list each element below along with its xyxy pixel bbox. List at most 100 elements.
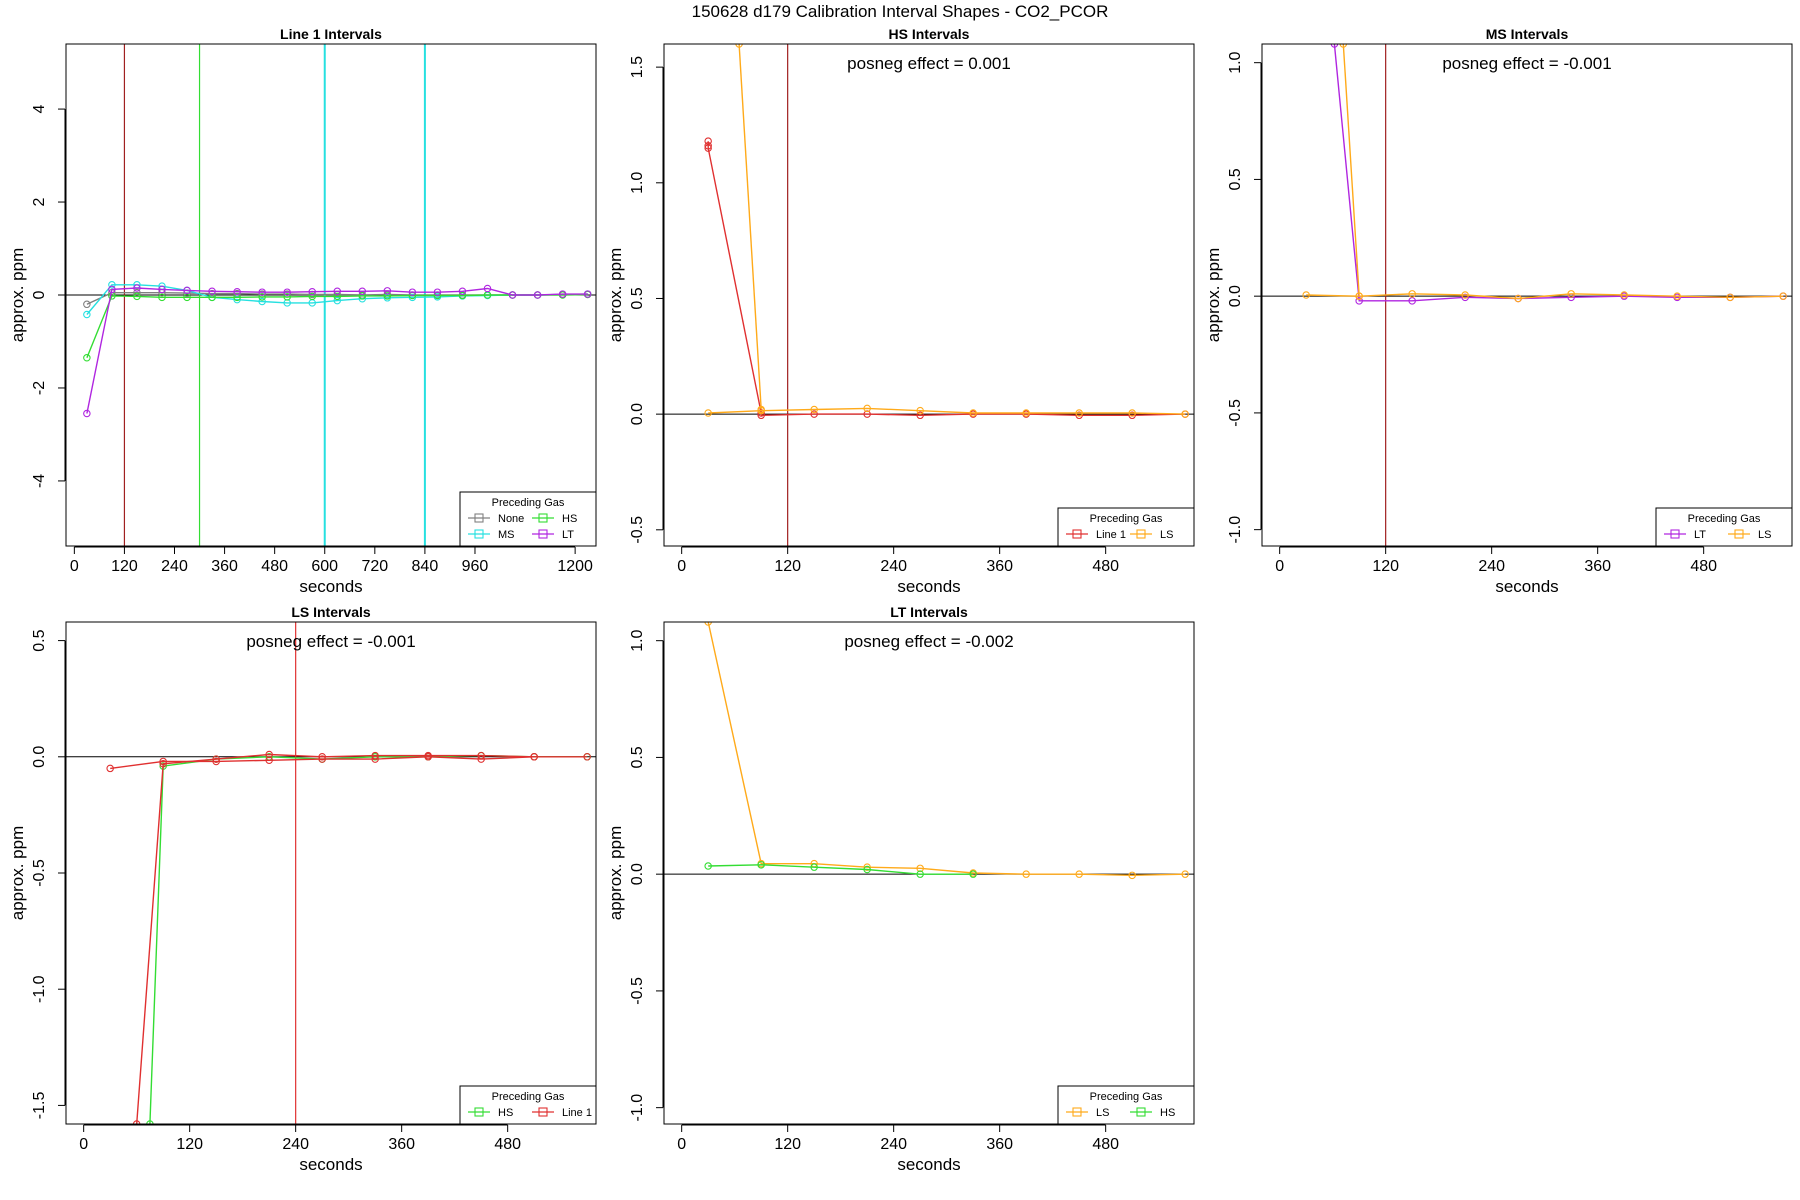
legend-swatch-marker [474, 1107, 484, 1117]
figure-title: 150628 d179 Calibration Interval Shapes … [691, 2, 1109, 21]
data-point [1408, 297, 1416, 305]
data-point [916, 870, 924, 878]
x-tick-label: 840 [412, 558, 439, 575]
x-tick-label: 240 [1478, 558, 1505, 575]
posneg-annotation: posneg effect = -0.001 [246, 632, 415, 651]
data-point [358, 292, 367, 300]
data-point [458, 287, 467, 296]
x-axis-label: seconds [1495, 577, 1558, 596]
data-point [863, 863, 871, 871]
x-tick-label: 120 [1372, 558, 1399, 575]
x-tick-label: 240 [880, 558, 907, 575]
y-tick-label: 0.0 [629, 863, 646, 885]
data-point [810, 410, 818, 418]
x-tick-label: 480 [494, 1136, 521, 1153]
legend-box [1655, 507, 1793, 547]
x-tick-label: 120 [111, 558, 138, 575]
legend: Preceding Gas LS HS [1057, 1085, 1195, 1125]
data-point [757, 405, 765, 414]
data-point [108, 281, 116, 289]
data-point [1461, 293, 1469, 302]
x-tick-label: 480 [1092, 1136, 1119, 1153]
y-axis-label: approx. ppm [606, 826, 625, 921]
data-point [433, 288, 442, 296]
data-point [810, 405, 818, 414]
y-tick-label: 1.0 [629, 629, 646, 651]
x-axis-label: seconds [897, 577, 960, 596]
data-point [704, 622, 712, 626]
legend: Preceding Gas Line 1 LS [1057, 507, 1195, 547]
data-point [283, 293, 291, 301]
data-point [583, 290, 592, 298]
data-point [408, 288, 417, 296]
data-point [1408, 290, 1416, 298]
chart-title: Line 1 Intervals [280, 26, 382, 42]
x-tick-label: 480 [1092, 558, 1119, 575]
y-tick-label: -0.5 [31, 859, 48, 887]
data-point [1567, 290, 1575, 298]
legend-swatch-marker [1734, 529, 1744, 539]
chart-ls-intervals: LS Intervals 0 120 240 360 480 seconds -1.5 -1.0… [8, 604, 597, 1174]
x-tick-label: 480 [261, 558, 288, 575]
legend-entry-hs: HS [1160, 1107, 1175, 1119]
x-tick-label: 0 [677, 558, 686, 575]
y-tick-label: 0.0 [629, 403, 646, 425]
x-axis-label: seconds [299, 1155, 362, 1174]
series-line-hs [149, 754, 588, 1124]
x-tick-label: 0 [677, 1136, 686, 1153]
legend: Preceding Gas None HS MS LT [459, 491, 597, 547]
data-point [533, 291, 542, 299]
data-point [258, 293, 266, 301]
y-tick-label: 0.5 [629, 746, 646, 768]
data-point [159, 757, 167, 766]
data-point [358, 287, 367, 296]
data-point [558, 290, 567, 298]
series-line-hs [86, 293, 588, 359]
x-tick-label: 1200 [557, 558, 593, 575]
legend-swatch-marker [1072, 529, 1082, 539]
series-line-lt [1333, 44, 1784, 302]
data-point [1673, 292, 1681, 300]
x-tick-label: 360 [986, 1136, 1013, 1153]
y-tick-label: 0 [31, 290, 48, 299]
data-point [704, 409, 712, 417]
data-point [477, 755, 485, 763]
chart-title: MS Intervals [1486, 26, 1569, 42]
series-line-line-1 [707, 141, 1186, 417]
data-point [810, 863, 818, 871]
legend-box [1057, 1085, 1195, 1125]
data-point [183, 293, 191, 302]
plot-frame [663, 43, 1195, 547]
posneg-annotation: posneg effect = 0.001 [847, 54, 1011, 73]
data-point [1022, 409, 1030, 417]
series-line-line-1 [136, 753, 588, 1124]
data-point [530, 753, 538, 761]
x-tick-label: 240 [880, 1136, 907, 1153]
y-axis-label: approx. ppm [1204, 248, 1223, 343]
legend-entry-none: None [498, 513, 524, 525]
data-point [1075, 411, 1083, 420]
y-tick-label: 1.0 [629, 172, 646, 194]
legend-swatch-marker [1136, 529, 1146, 539]
data-point [1181, 870, 1189, 878]
plot-frame [65, 43, 597, 547]
series-line-ls [1306, 293, 1784, 300]
legend-entry-line-1: Line 1 [1096, 529, 1126, 541]
legend-swatch-marker [538, 513, 548, 523]
y-tick-label: -0.5 [629, 977, 646, 1005]
data-point [1514, 294, 1522, 303]
chart-lt-intervals: LT Intervals 0 120 240 360 480 seconds -1.0 -0.5… [606, 604, 1195, 1174]
y-tick-label: -0.5 [1227, 399, 1244, 427]
plot-frame [65, 621, 597, 1125]
legend-entry-ls: LS [1758, 529, 1771, 541]
legend-title: Preceding Gas [1090, 513, 1163, 525]
chart-hs-intervals: HS Intervals 0 120 240 360 480 seconds -0.5 0.0 0… [606, 26, 1195, 596]
data-point [704, 862, 712, 870]
x-tick-label: 720 [361, 558, 388, 575]
data-point [258, 288, 266, 296]
data-point [1128, 871, 1136, 880]
data-point [1726, 293, 1734, 302]
data-point [1355, 292, 1363, 300]
data-point [158, 293, 166, 302]
data-point [757, 861, 765, 869]
